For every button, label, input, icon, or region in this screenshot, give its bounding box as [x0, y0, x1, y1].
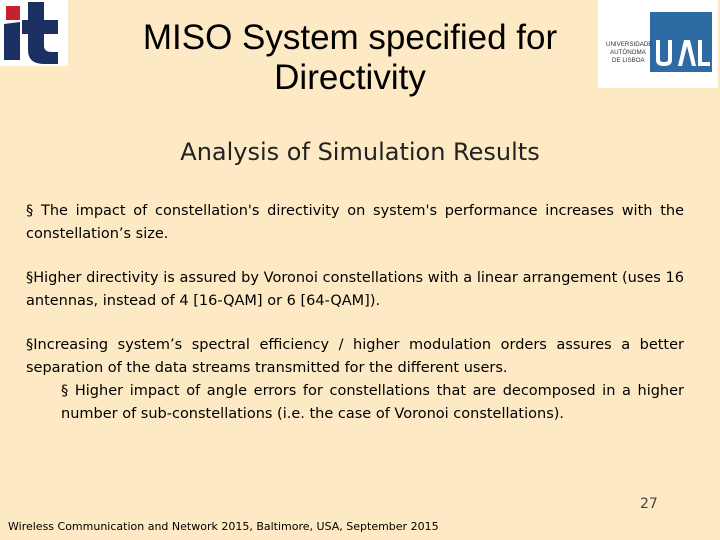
bullet-3: §Increasing system’s spectral efficiency…	[26, 337, 684, 376]
page-number: 27	[640, 496, 658, 512]
title-line-2: Directivity	[274, 58, 426, 97]
ual-logo-mark: UNIVERSIDADE AUTÓNOMA DE LISBOA	[606, 12, 712, 72]
slide-subtitle: Analysis of Simulation Results	[180, 138, 540, 166]
slide-body: § The impact of constellation's directiv…	[26, 200, 684, 426]
it-logo-mark	[4, 2, 58, 64]
ual-caption-1: UNIVERSIDADE	[606, 41, 652, 48]
it-logo	[0, 0, 68, 66]
ual-caption-2: AUTÓNOMA	[610, 49, 647, 56]
ual-caption-3: DE LISBOA	[612, 57, 646, 64]
sub-bullet: § Higher impact of angle errors for cons…	[61, 383, 684, 422]
ual-logo: UNIVERSIDADE AUTÓNOMA DE LISBOA	[598, 0, 718, 88]
title-line-1: MISO System specified for	[142, 18, 558, 57]
footer-text: Wireless Communication and Network 2015,…	[8, 520, 439, 533]
bullet-2: §Higher directivity is assured by Vorono…	[26, 270, 684, 309]
slide-title: MISO System specified for Directivity	[90, 18, 610, 98]
bullet-1: § The impact of constellation's directiv…	[26, 203, 684, 242]
